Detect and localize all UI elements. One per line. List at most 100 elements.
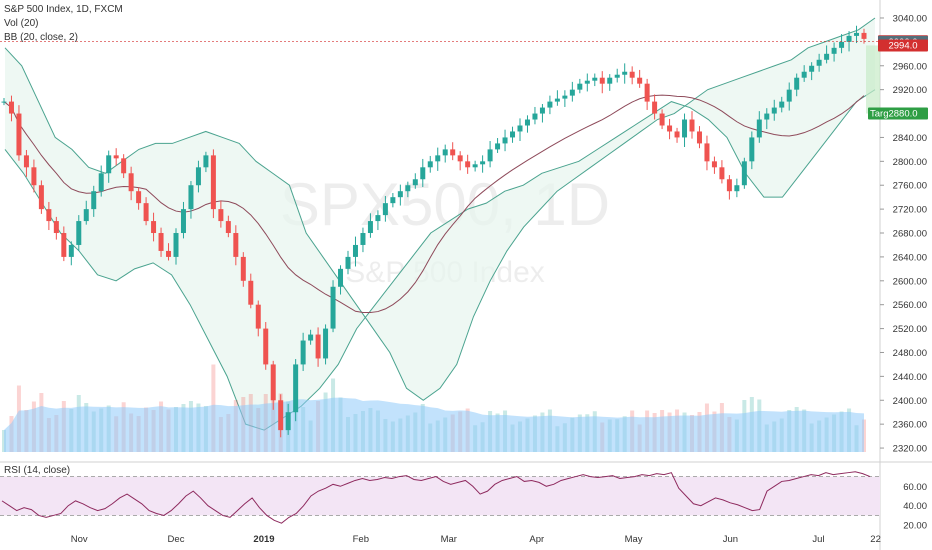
candle-body	[607, 77, 613, 84]
candle-body	[270, 364, 276, 401]
candle-body	[255, 304, 261, 329]
price-tick-label: 2720.00	[893, 205, 927, 216]
candle-body	[554, 98, 560, 102]
rsi-label: RSI (14, close)	[4, 465, 71, 476]
candle-body	[472, 164, 478, 168]
candle-body	[696, 131, 702, 144]
bb-basis-line	[3, 94, 865, 313]
candle-body	[839, 41, 845, 48]
candle-body	[779, 101, 785, 108]
time-tick-label: Dec	[168, 534, 185, 545]
candle-body	[659, 113, 665, 126]
price-tick-label: 2560.00	[893, 300, 927, 311]
time-tick-label: May	[625, 534, 643, 545]
candle-body	[397, 191, 403, 198]
candle-body	[442, 149, 448, 156]
candle-body	[487, 149, 493, 162]
candle-body	[46, 209, 52, 222]
candle-body	[91, 191, 97, 210]
price-tick-label: 2480.00	[893, 348, 927, 359]
target-box	[866, 45, 880, 114]
candle-body	[173, 233, 179, 257]
candle-body	[510, 131, 516, 138]
candle-body	[128, 173, 134, 192]
candle-body	[345, 256, 351, 269]
price-tick-label: 2440.00	[893, 372, 927, 383]
candle-body	[382, 203, 388, 216]
candle-body	[427, 161, 433, 168]
candle-body	[106, 155, 112, 174]
price-badge-label: 2994.0	[888, 40, 917, 51]
candle-body	[263, 328, 269, 365]
price-tick-label: 2680.00	[893, 229, 927, 240]
candle-body	[614, 74, 620, 78]
candle-body	[794, 77, 800, 90]
rsi-tick-label: 20.00	[903, 521, 927, 532]
candle-body	[248, 280, 254, 305]
price-tick-label: 2400.00	[893, 396, 927, 407]
candle-body	[480, 161, 486, 165]
rsi-tick-label: 60.00	[903, 482, 927, 493]
candle-body	[682, 119, 688, 138]
candle-body	[412, 179, 418, 186]
legend-vol: Vol (20)	[4, 18, 39, 29]
candle-body	[749, 137, 755, 162]
candle-body	[816, 59, 822, 66]
price-badge	[878, 107, 928, 120]
rsi-tick-label: 40.00	[903, 501, 927, 512]
candle-body	[465, 161, 471, 168]
candle-body	[846, 35, 852, 42]
candle-body	[53, 221, 59, 234]
candle-body	[831, 47, 837, 54]
time-tick-label: Apr	[529, 534, 544, 545]
time-tick-label: 2019	[253, 534, 274, 545]
candle-body	[854, 32, 860, 36]
candle-body	[76, 221, 82, 245]
candle-body	[764, 113, 770, 120]
candle-body	[547, 101, 553, 108]
candle-body	[569, 89, 575, 96]
candle-body	[323, 328, 329, 359]
candle-body	[592, 77, 598, 81]
candle-body	[360, 233, 366, 245]
price-tick-label: 2840.00	[893, 133, 927, 144]
candle-body	[420, 167, 426, 180]
candle-body	[450, 149, 456, 156]
candle-body	[68, 244, 74, 257]
candle-body	[577, 83, 583, 90]
candle-body	[121, 158, 127, 174]
candle-body	[188, 185, 194, 210]
candle-body	[756, 119, 762, 138]
candle-body	[98, 173, 104, 192]
candle-body	[539, 107, 545, 114]
bb-upper-line	[4, 17, 876, 401]
time-tick-label: Mar	[441, 534, 457, 545]
candle-body	[532, 113, 538, 120]
candle-body	[689, 119, 695, 132]
candle-body	[495, 143, 501, 150]
candle-body	[136, 191, 142, 204]
candle-body	[180, 209, 186, 234]
candle-body	[652, 101, 658, 114]
price-tick-label: 2920.00	[893, 85, 927, 96]
candle-body	[338, 268, 344, 287]
candle-body	[771, 107, 777, 114]
time-tick-label: Feb	[353, 534, 369, 545]
time-tick-label: 22	[870, 534, 881, 545]
candle-body	[584, 80, 590, 84]
candle-body	[734, 185, 740, 192]
volume-ma-area	[4, 397, 864, 452]
candle-body	[285, 412, 291, 431]
candle-body	[113, 155, 119, 159]
candle-body	[16, 113, 22, 156]
target-badge-label: Targ	[870, 109, 888, 120]
price-tick-label: 2960.00	[893, 61, 927, 72]
candle-body	[61, 233, 67, 257]
candle-body	[599, 77, 605, 84]
candle-body	[435, 155, 441, 162]
candle-body	[637, 77, 643, 84]
candle-body	[8, 101, 14, 114]
candle-body	[741, 161, 747, 186]
candle-body	[83, 209, 89, 222]
